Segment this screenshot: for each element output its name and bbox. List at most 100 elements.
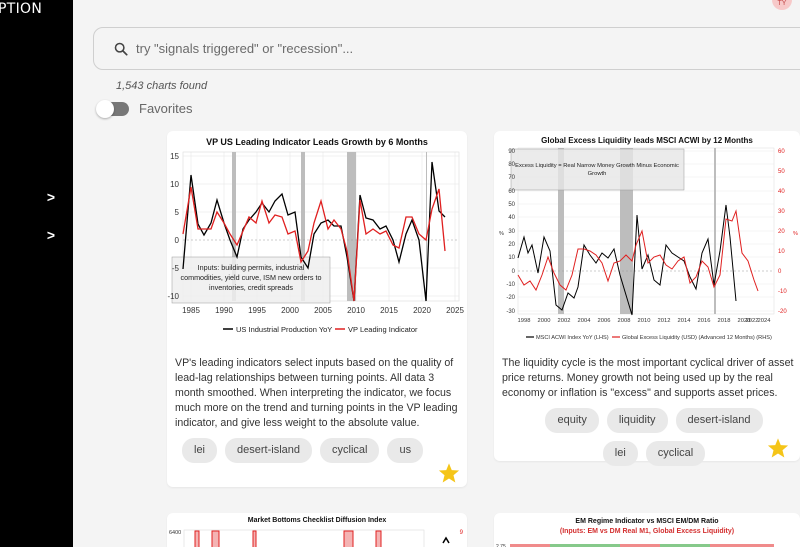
- svg-text:15: 15: [170, 152, 179, 161]
- svg-text:2008: 2008: [618, 318, 631, 324]
- svg-text:2015: 2015: [380, 306, 398, 315]
- svg-text:Excess Liquidity = Real Narrow: Excess Liquidity = Real Narrow Money Gro…: [515, 163, 679, 169]
- regime-chart: 2.75: [496, 544, 774, 547]
- search-bar[interactable]: [93, 27, 800, 70]
- svg-text:2010: 2010: [638, 318, 651, 324]
- svg-text:0: 0: [175, 236, 180, 245]
- tag-desert-island[interactable]: desert-island: [675, 408, 763, 433]
- svg-text:60: 60: [508, 189, 515, 195]
- svg-text:40: 40: [508, 215, 515, 221]
- svg-text:2006: 2006: [598, 318, 611, 324]
- svg-text:2022: 2022: [746, 318, 759, 324]
- favorites-label: Favorites: [139, 101, 193, 116]
- chart-title: VP US Leading Indicator Leads Growth by …: [206, 137, 428, 147]
- chart-card[interactable]: VP US Leading Indicator Leads Growth by …: [167, 131, 467, 487]
- svg-text:1998: 1998: [518, 318, 531, 324]
- svg-text:2020: 2020: [738, 318, 751, 324]
- svg-text:2004: 2004: [578, 318, 592, 324]
- svg-text:60: 60: [778, 149, 785, 155]
- line-chart: Excess Liquidity = Real Narrow Money Gro…: [499, 147, 798, 341]
- svg-text:-30: -30: [506, 309, 515, 315]
- svg-text:70: 70: [508, 175, 515, 181]
- chart-description: The liquidity cycle is the most importan…: [502, 357, 794, 399]
- tag-lei[interactable]: lei: [602, 441, 638, 466]
- svg-text:-10: -10: [167, 292, 179, 301]
- tag-desert-island[interactable]: desert-island: [225, 438, 312, 463]
- svg-text:2000: 2000: [538, 318, 551, 324]
- tag-cyclical[interactable]: cyclical: [320, 438, 380, 463]
- svg-text:-10: -10: [778, 289, 787, 295]
- chart-card[interactable]: EM Regime Indicator vs MSCI EM/DM Ratio …: [494, 513, 800, 547]
- chart-subtitle: (Inputs: EM vs DM Real M1, Global Excess…: [559, 528, 735, 535]
- search-input[interactable]: [136, 41, 736, 56]
- svg-text:2014: 2014: [678, 318, 692, 324]
- svg-text:0: 0: [778, 269, 782, 275]
- toggle-knob: [96, 99, 114, 118]
- main-content: TY 1,543 charts found Favorites VP US Le…: [73, 0, 800, 547]
- svg-text:2005: 2005: [314, 306, 332, 315]
- svg-text:90: 90: [508, 149, 515, 155]
- svg-text:2012: 2012: [658, 318, 671, 324]
- svg-text:30: 30: [508, 229, 515, 235]
- chart-title: EM Regime Indicator vs MSCI EM/DM Ratio: [575, 518, 719, 525]
- svg-text:2020: 2020: [413, 306, 431, 315]
- sidebar: PTION > >: [0, 0, 73, 547]
- svg-text:10: 10: [778, 249, 785, 255]
- svg-text:5: 5: [175, 208, 180, 217]
- svg-text:20: 20: [508, 242, 515, 248]
- svg-text:80: 80: [508, 162, 515, 168]
- svg-text:2010: 2010: [347, 306, 365, 315]
- svg-text:-5: -5: [172, 264, 180, 273]
- svg-text:10: 10: [508, 255, 515, 261]
- chart-title: Market Bottoms Checklist Diffusion Index: [247, 517, 387, 524]
- svg-text:9: 9: [460, 530, 464, 536]
- chart-card[interactable]: Market Bottoms Checklist Diffusion Index…: [167, 513, 467, 547]
- tag-equity[interactable]: equity: [545, 408, 599, 433]
- sidebar-title: PTION: [0, 1, 43, 17]
- svg-text:1995: 1995: [248, 306, 266, 315]
- svg-text:2025: 2025: [446, 306, 464, 315]
- svg-text:-20: -20: [778, 309, 787, 315]
- svg-text:40: 40: [778, 189, 785, 195]
- favorite-star-icon[interactable]: [767, 437, 789, 459]
- user-avatar[interactable]: TY: [772, 0, 792, 10]
- svg-text:VP Leading Indicator: VP Leading Indicator: [348, 325, 418, 334]
- svg-text:2018: 2018: [718, 318, 731, 324]
- tag-us[interactable]: us: [387, 438, 424, 463]
- tag-list: lei desert-island cyclical us: [182, 438, 462, 463]
- svg-text:20: 20: [778, 229, 785, 235]
- svg-text:inventories, credit spreads: inventories, credit spreads: [209, 283, 293, 292]
- sidebar-expand-chevron-1[interactable]: >: [46, 189, 56, 205]
- sidebar-expand-chevron-2[interactable]: >: [46, 227, 56, 243]
- svg-text:0: 0: [512, 269, 516, 275]
- svg-text:2000: 2000: [281, 306, 299, 315]
- svg-text:50: 50: [508, 202, 515, 208]
- svg-text:1990: 1990: [215, 306, 233, 315]
- svg-text:%: %: [499, 231, 504, 237]
- svg-text:-10: -10: [506, 282, 515, 288]
- tag-lei[interactable]: lei: [182, 438, 218, 463]
- favorites-toggle[interactable]: [96, 99, 129, 118]
- svg-text:1985: 1985: [182, 306, 200, 315]
- svg-text:Global Excess Liquidity (USD): Global Excess Liquidity (USD) (Advanced …: [622, 335, 772, 341]
- svg-text:Growth: Growth: [588, 171, 607, 177]
- svg-text:6400: 6400: [169, 530, 181, 536]
- svg-text:50: 50: [778, 169, 785, 175]
- line-chart: 6400 9: [169, 529, 464, 547]
- svg-text:30: 30: [778, 209, 785, 215]
- svg-text:2016: 2016: [698, 318, 711, 324]
- favorite-star-icon[interactable]: [438, 462, 460, 484]
- svg-text:MSCI ACWI Index YoY (LHS): MSCI ACWI Index YoY (LHS): [536, 335, 609, 341]
- svg-text:Inputs: building permits, indu: Inputs: building permits, industrial: [198, 263, 305, 272]
- chart-description: VP's leading indicators select inputs ba…: [175, 357, 458, 429]
- tag-liquidity[interactable]: liquidity: [606, 408, 668, 433]
- svg-text:10: 10: [170, 180, 179, 189]
- tag-cyclical[interactable]: cyclical: [645, 441, 706, 466]
- favorites-filter: Favorites: [96, 99, 193, 118]
- svg-text:-20: -20: [506, 295, 515, 301]
- svg-text:2002: 2002: [558, 318, 571, 324]
- svg-text:2024: 2024: [758, 318, 772, 324]
- svg-text:US Industrial Production YoY: US Industrial Production YoY: [236, 325, 332, 334]
- chart-card[interactable]: Global Excess Liquidity leads MSCI ACWI …: [494, 131, 800, 466]
- results-count: 1,543 charts found: [116, 80, 208, 92]
